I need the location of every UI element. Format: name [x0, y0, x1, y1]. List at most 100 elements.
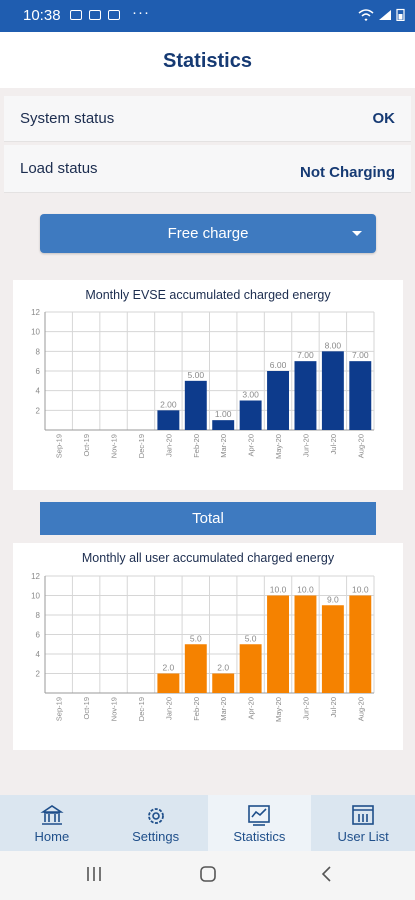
x-tick-label: Apr-20	[247, 434, 256, 457]
bottom-navigation: Home Settings Statistics User List	[0, 795, 415, 851]
y-tick-label: 8	[36, 611, 41, 620]
data-label: 2.00	[160, 399, 177, 409]
load-status-value: Not Charging	[300, 164, 395, 181]
load-status-row: Load status Not Charging	[4, 145, 411, 193]
y-tick-label: 8	[36, 347, 41, 356]
bar	[212, 420, 235, 430]
bank-icon	[89, 10, 101, 20]
battery-icon	[396, 8, 405, 21]
page-title: Statistics	[163, 50, 252, 72]
nav-settings-label: Settings	[132, 829, 180, 844]
data-label: 5.00	[188, 370, 205, 380]
x-tick-label: Apr-20	[247, 697, 256, 720]
y-tick-label: 10	[31, 328, 40, 337]
system-navigation	[0, 851, 415, 900]
charge-type-dropdown[interactable]: Free charge	[40, 214, 376, 253]
data-label: 5.0	[245, 633, 257, 643]
system-status-value: OK	[372, 110, 396, 127]
x-tick-label: May-20	[274, 697, 283, 722]
y-tick-label: 4	[36, 650, 41, 659]
x-tick-label: Oct-19	[82, 697, 91, 720]
y-tick-label: 2	[36, 670, 41, 679]
system-status-label: System status	[20, 110, 115, 127]
nav-user-list[interactable]: User List	[311, 795, 415, 851]
nav-user-list-label: User List	[337, 829, 389, 844]
y-tick-label: 6	[36, 367, 41, 376]
recent-apps-icon[interactable]	[85, 865, 103, 883]
line-chart-icon	[248, 805, 271, 826]
x-tick-label: Mar-20	[219, 434, 228, 458]
chevron-down-icon	[352, 231, 362, 236]
x-tick-label: Jun-20	[301, 434, 310, 457]
x-tick-label: Jul-20	[329, 434, 338, 454]
all-user-chart-card: Monthly all user accumulated charged ene…	[13, 543, 403, 750]
nav-statistics[interactable]: Statistics	[207, 795, 312, 851]
bar	[349, 361, 372, 430]
bar	[239, 644, 262, 693]
evse-energy-chart: Monthly EVSE accumulated charged energy 2…	[31, 288, 375, 459]
data-label: 3.00	[242, 390, 259, 400]
y-tick-label: 4	[36, 387, 41, 396]
bar	[184, 380, 207, 430]
x-tick-label: Oct-19	[82, 434, 91, 457]
data-label: 1.00	[215, 409, 232, 419]
bar	[239, 400, 262, 430]
x-tick-label: Jul-20	[329, 697, 338, 717]
bar	[157, 410, 180, 430]
chart-title: Monthly all user accumulated charged ene…	[82, 551, 335, 565]
data-label: 5.0	[190, 633, 202, 643]
video-icon	[108, 10, 120, 20]
data-label: 10.0	[297, 585, 314, 595]
bar	[184, 644, 207, 693]
x-tick-label: Mar-20	[219, 697, 228, 721]
bar	[321, 605, 344, 693]
x-tick-label: Nov-19	[110, 434, 119, 458]
x-tick-label: Jan-20	[164, 697, 173, 720]
y-tick-label: 10	[31, 592, 40, 601]
nav-home[interactable]: Home	[0, 795, 104, 851]
data-label: 6.00	[270, 360, 287, 370]
data-label: 7.00	[297, 350, 314, 360]
bar	[267, 371, 290, 430]
system-status-row: System status OK	[4, 96, 411, 142]
y-tick-label: 2	[36, 406, 41, 415]
more-notifications: ···	[132, 4, 150, 21]
nav-statistics-label: Statistics	[233, 829, 286, 844]
data-label: 7.00	[352, 350, 369, 360]
y-tick-label: 12	[31, 308, 40, 317]
total-header: Total	[40, 502, 376, 535]
bar	[294, 361, 317, 430]
x-tick-label: Feb-20	[192, 434, 201, 458]
wifi-icon	[358, 9, 374, 21]
bar	[349, 595, 372, 693]
x-tick-label: Dec-19	[137, 434, 146, 458]
y-tick-label: 12	[31, 572, 40, 581]
x-tick-label: Sep-19	[55, 434, 64, 458]
x-tick-label: Jun-20	[301, 697, 310, 720]
evse-chart-card: Monthly EVSE accumulated charged energy 2…	[13, 280, 403, 490]
bar	[294, 595, 317, 693]
dropdown-selected: Free charge	[167, 225, 249, 242]
bank-icon	[40, 805, 64, 825]
signal-icon	[379, 10, 391, 20]
x-tick-label: May-20	[274, 434, 283, 459]
clock: 10:38	[23, 7, 61, 24]
bar	[321, 351, 344, 430]
x-tick-label: Aug-20	[356, 697, 365, 721]
data-label: 2.0	[217, 663, 229, 673]
data-label: 9.0	[327, 594, 339, 604]
load-status-label: Load status	[20, 160, 98, 177]
all-user-energy-chart: Monthly all user accumulated charged ene…	[31, 551, 375, 722]
system-icons	[358, 8, 405, 21]
bar	[157, 673, 180, 693]
bar	[267, 595, 290, 693]
x-tick-label: Nov-19	[110, 697, 119, 721]
chart-title: Monthly EVSE accumulated charged energy	[85, 288, 331, 302]
bar	[212, 673, 235, 693]
home-button-icon[interactable]	[199, 865, 217, 883]
x-tick-label: Jan-20	[164, 434, 173, 457]
nav-settings[interactable]: Settings	[104, 795, 208, 851]
gallery-icon	[70, 10, 82, 20]
y-tick-label: 6	[36, 631, 41, 640]
back-icon[interactable]	[318, 865, 336, 883]
